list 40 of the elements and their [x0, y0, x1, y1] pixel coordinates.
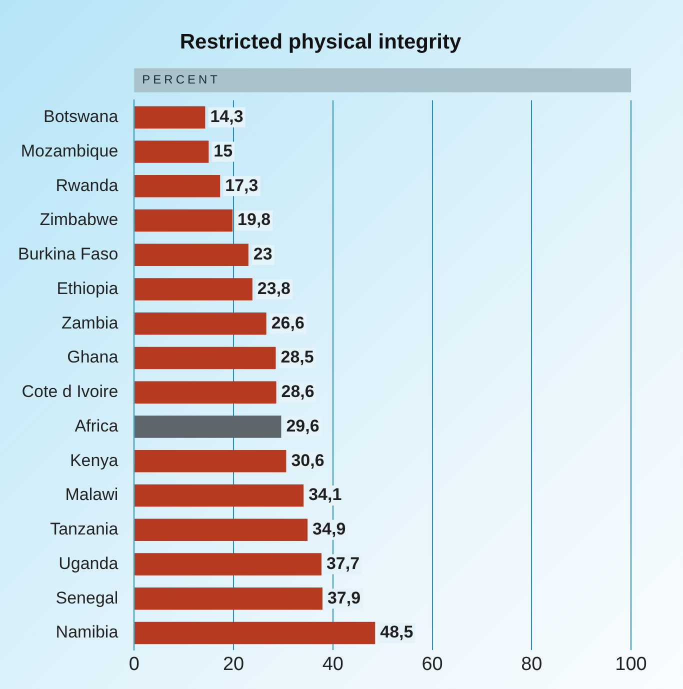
y-tick-label: Malawi — [65, 485, 118, 504]
data-label: 34,9 — [312, 520, 346, 539]
y-tick-label: Burkina Faso — [18, 244, 118, 264]
y-tick-label: Senegal — [56, 588, 118, 608]
y-tick-label: Ethiopia — [56, 278, 119, 298]
y-tick-label: Africa — [74, 416, 119, 436]
data-label: 37,9 — [327, 588, 361, 608]
x-tick-label: 0 — [128, 654, 140, 675]
x-axis-title: PERCENT — [142, 72, 220, 87]
y-tick-label: Kenya — [70, 450, 119, 470]
y-tick-label: Namibia — [56, 622, 119, 642]
y-tick-label: Zimbabwe — [40, 210, 118, 230]
data-label: 19,8 — [238, 210, 271, 230]
data-label: 23,8 — [257, 278, 290, 298]
data-label: 34,1 — [308, 485, 342, 504]
data-label: 28,6 — [281, 382, 314, 402]
chart-title: Restricted physical integrity — [180, 30, 462, 54]
data-label: 14,3 — [210, 107, 244, 126]
y-tick-label: Rwanda — [56, 176, 119, 195]
x-tick-label: 60 — [422, 654, 443, 675]
data-label: 26,6 — [271, 313, 304, 332]
data-label: 37,7 — [326, 554, 360, 573]
y-tick-label: Ghana — [67, 348, 119, 367]
data-label: 30,6 — [291, 450, 324, 470]
y-tick-label: Uganda — [58, 554, 119, 573]
x-tick-label: 100 — [615, 654, 647, 675]
x-tick-label: 80 — [521, 654, 542, 675]
y-tick-label: Botswana — [43, 107, 119, 126]
y-tick-label: Tanzania — [50, 520, 119, 539]
y-tick-label: Cote d Ivoire — [22, 382, 118, 402]
data-label: 15 — [214, 141, 233, 160]
data-label: 29,6 — [286, 416, 320, 436]
data-label: 17,3 — [225, 176, 258, 195]
data-label: 28,5 — [280, 348, 314, 367]
x-tick-label: 40 — [322, 654, 344, 675]
y-tick-label: Zambia — [61, 313, 119, 332]
x-tick-label: 20 — [222, 654, 244, 675]
data-label: 23 — [253, 244, 272, 264]
data-label: 48,5 — [380, 622, 414, 642]
y-tick-label: Mozambique — [20, 141, 118, 160]
